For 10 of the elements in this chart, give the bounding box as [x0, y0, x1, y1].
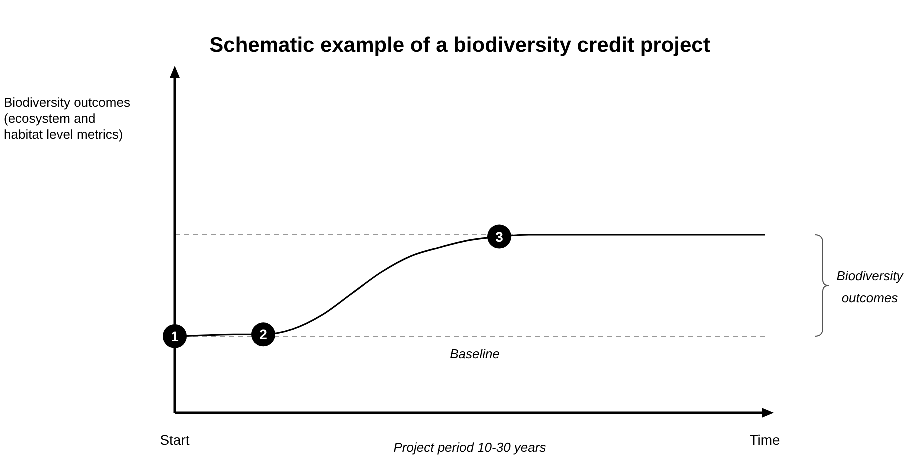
- annotation: 1: [171, 328, 180, 344]
- annotation: 2: [260, 326, 268, 343]
- text: Biodiversity outcomes (ecosystem and habitat level metrics): [4, 95, 131, 142]
- chart-title: Schematic example of a biodiversity credit project: [210, 34, 710, 57]
- x-tick-label: Time: [750, 432, 781, 448]
- text: Biodiversity outcomes: [836, 268, 905, 306]
- x-axis-title: Project period 10-30 years: [394, 440, 547, 455]
- x-tick-label: Start: [160, 432, 190, 448]
- annotation: 3: [496, 228, 504, 245]
- ref-line-label: Baseline: [450, 346, 500, 362]
